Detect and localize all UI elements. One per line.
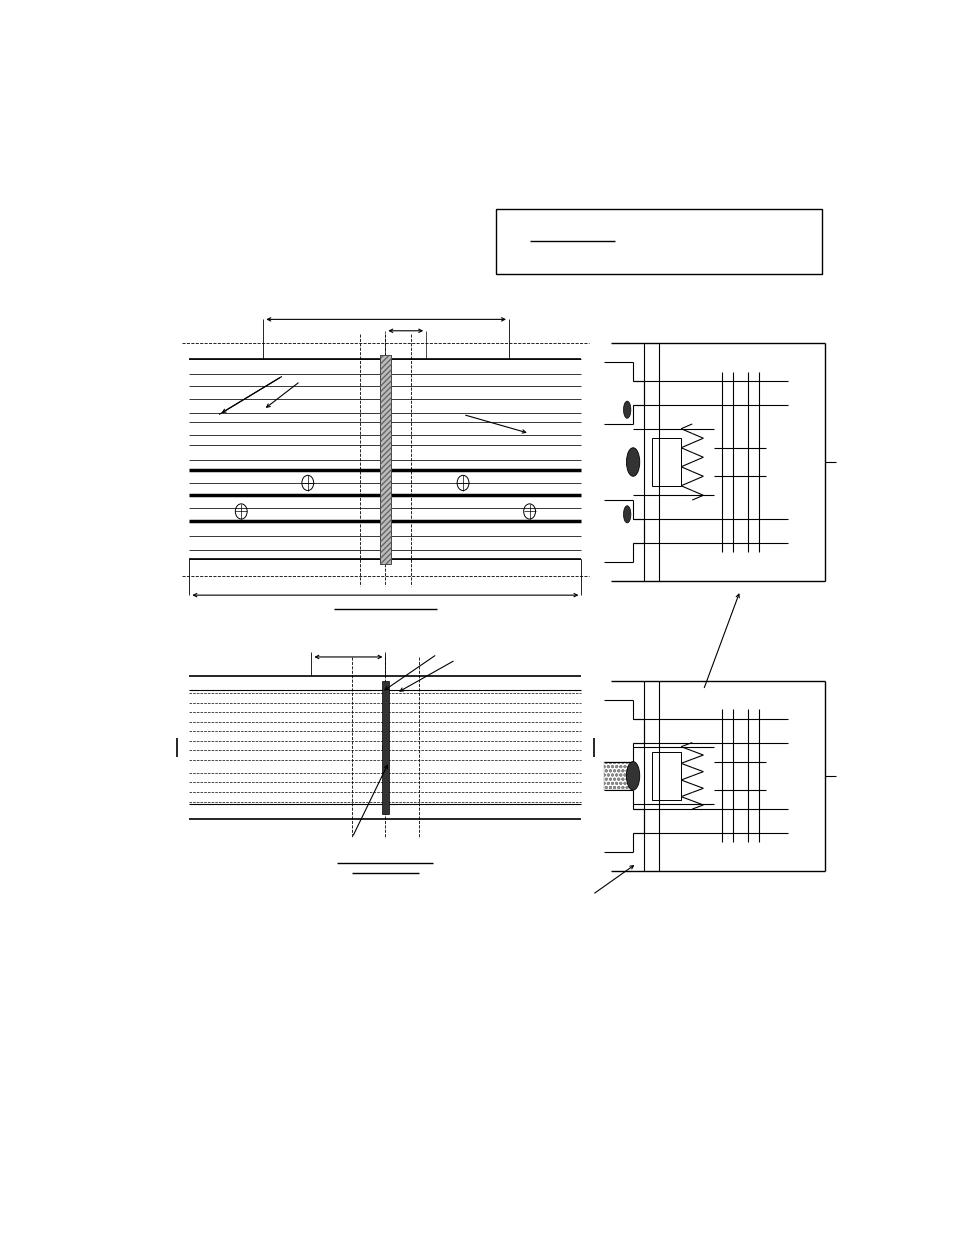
Ellipse shape bbox=[623, 401, 630, 419]
Bar bbox=[379, 354, 391, 563]
Bar bbox=[603, 762, 633, 790]
Bar bbox=[381, 680, 389, 814]
Bar bbox=[651, 438, 680, 485]
Ellipse shape bbox=[626, 762, 639, 790]
Bar bbox=[721, 519, 758, 543]
Bar bbox=[721, 382, 758, 405]
Bar bbox=[379, 354, 391, 563]
Bar bbox=[721, 719, 758, 742]
Ellipse shape bbox=[623, 506, 630, 522]
Bar bbox=[721, 809, 758, 832]
Bar bbox=[651, 752, 680, 799]
Bar bbox=[496, 209, 821, 274]
Ellipse shape bbox=[626, 448, 639, 477]
